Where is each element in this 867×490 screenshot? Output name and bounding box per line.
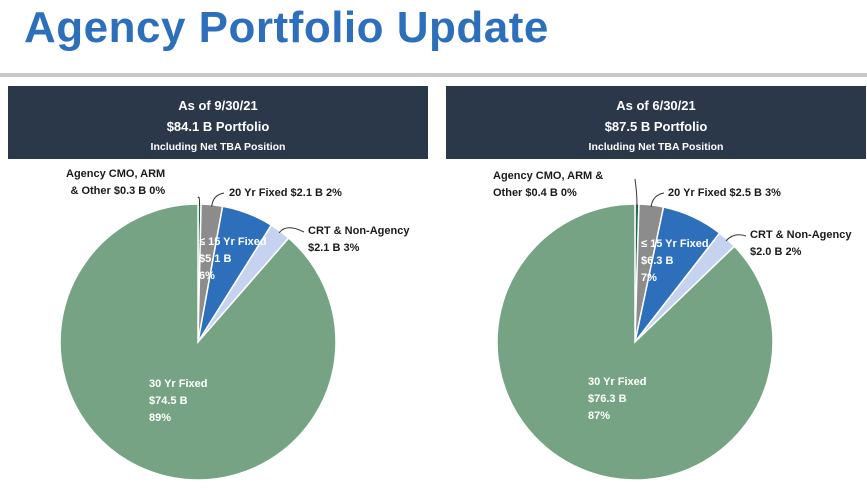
leader-line-crt xyxy=(725,234,747,242)
leader-line-cmo xyxy=(197,196,201,207)
title-divider xyxy=(0,73,867,77)
slice-label-twenty-yr: 20 Yr Fixed $2.5 B 3% xyxy=(668,187,781,199)
slice-label-thirty-yr: 30 Yr Fixed $76.3 B 87% xyxy=(588,376,647,422)
pie-svg xyxy=(496,178,774,481)
pie-chart-q3: As of 9/30/21 $84.1 B Portfolio Includin… xyxy=(8,86,428,490)
as-of-date: As of 9/30/21 xyxy=(178,98,258,113)
pie-slice-thirty-yr xyxy=(59,203,337,481)
chart-subtitle: Including Net TBA Position xyxy=(588,141,724,153)
chart-header: As of 6/30/21 $87.5 B Portfolio Includin… xyxy=(446,86,866,159)
pie-slice-thirty-yr xyxy=(496,203,774,481)
portfolio-total: $87.5 B Portfolio xyxy=(604,119,708,134)
slice-label-fifteen-yr: ≤ 15 Yr Fixed $6.3 B 7% xyxy=(641,238,709,284)
slice-label-cmo: Agency CMO, ARM & Other $0.4 B 0% xyxy=(493,170,604,199)
leader-line-twenty-yr xyxy=(650,192,665,208)
page-title: Agency Portfolio Update xyxy=(24,3,549,52)
slice-label-fifteen-yr: ≤ 15 Yr Fixed $5.1 B 6% xyxy=(199,236,267,282)
slice-label-twenty-yr: 20 Yr Fixed $2.1 B 2% xyxy=(229,187,342,199)
slice-label-crt: CRT & Non-Agency $2.1 B 3% xyxy=(308,225,410,254)
pie-svg xyxy=(59,192,337,481)
slice-label-cmo: Agency CMO, ARM & Other $0.3 B 0% xyxy=(66,168,166,197)
pie-chart-q2: As of 6/30/21 $87.5 B Portfolio Includin… xyxy=(446,86,866,490)
leader-line-crt xyxy=(278,227,305,234)
slice-label-crt: CRT & Non-Agency $2.0 B 2% xyxy=(750,229,852,258)
chart-subtitle: Including Net TBA Position xyxy=(150,141,286,153)
leader-line-twenty-yr xyxy=(211,192,225,207)
slice-label-thirty-yr: 30 Yr Fixed $74.5 B 89% xyxy=(149,378,208,424)
leader-line-cmo xyxy=(634,178,638,207)
chart-header: As of 9/30/21 $84.1 B Portfolio Includin… xyxy=(8,86,428,159)
portfolio-total: $84.1 B Portfolio xyxy=(166,119,270,134)
as-of-date: As of 6/30/21 xyxy=(616,98,696,113)
